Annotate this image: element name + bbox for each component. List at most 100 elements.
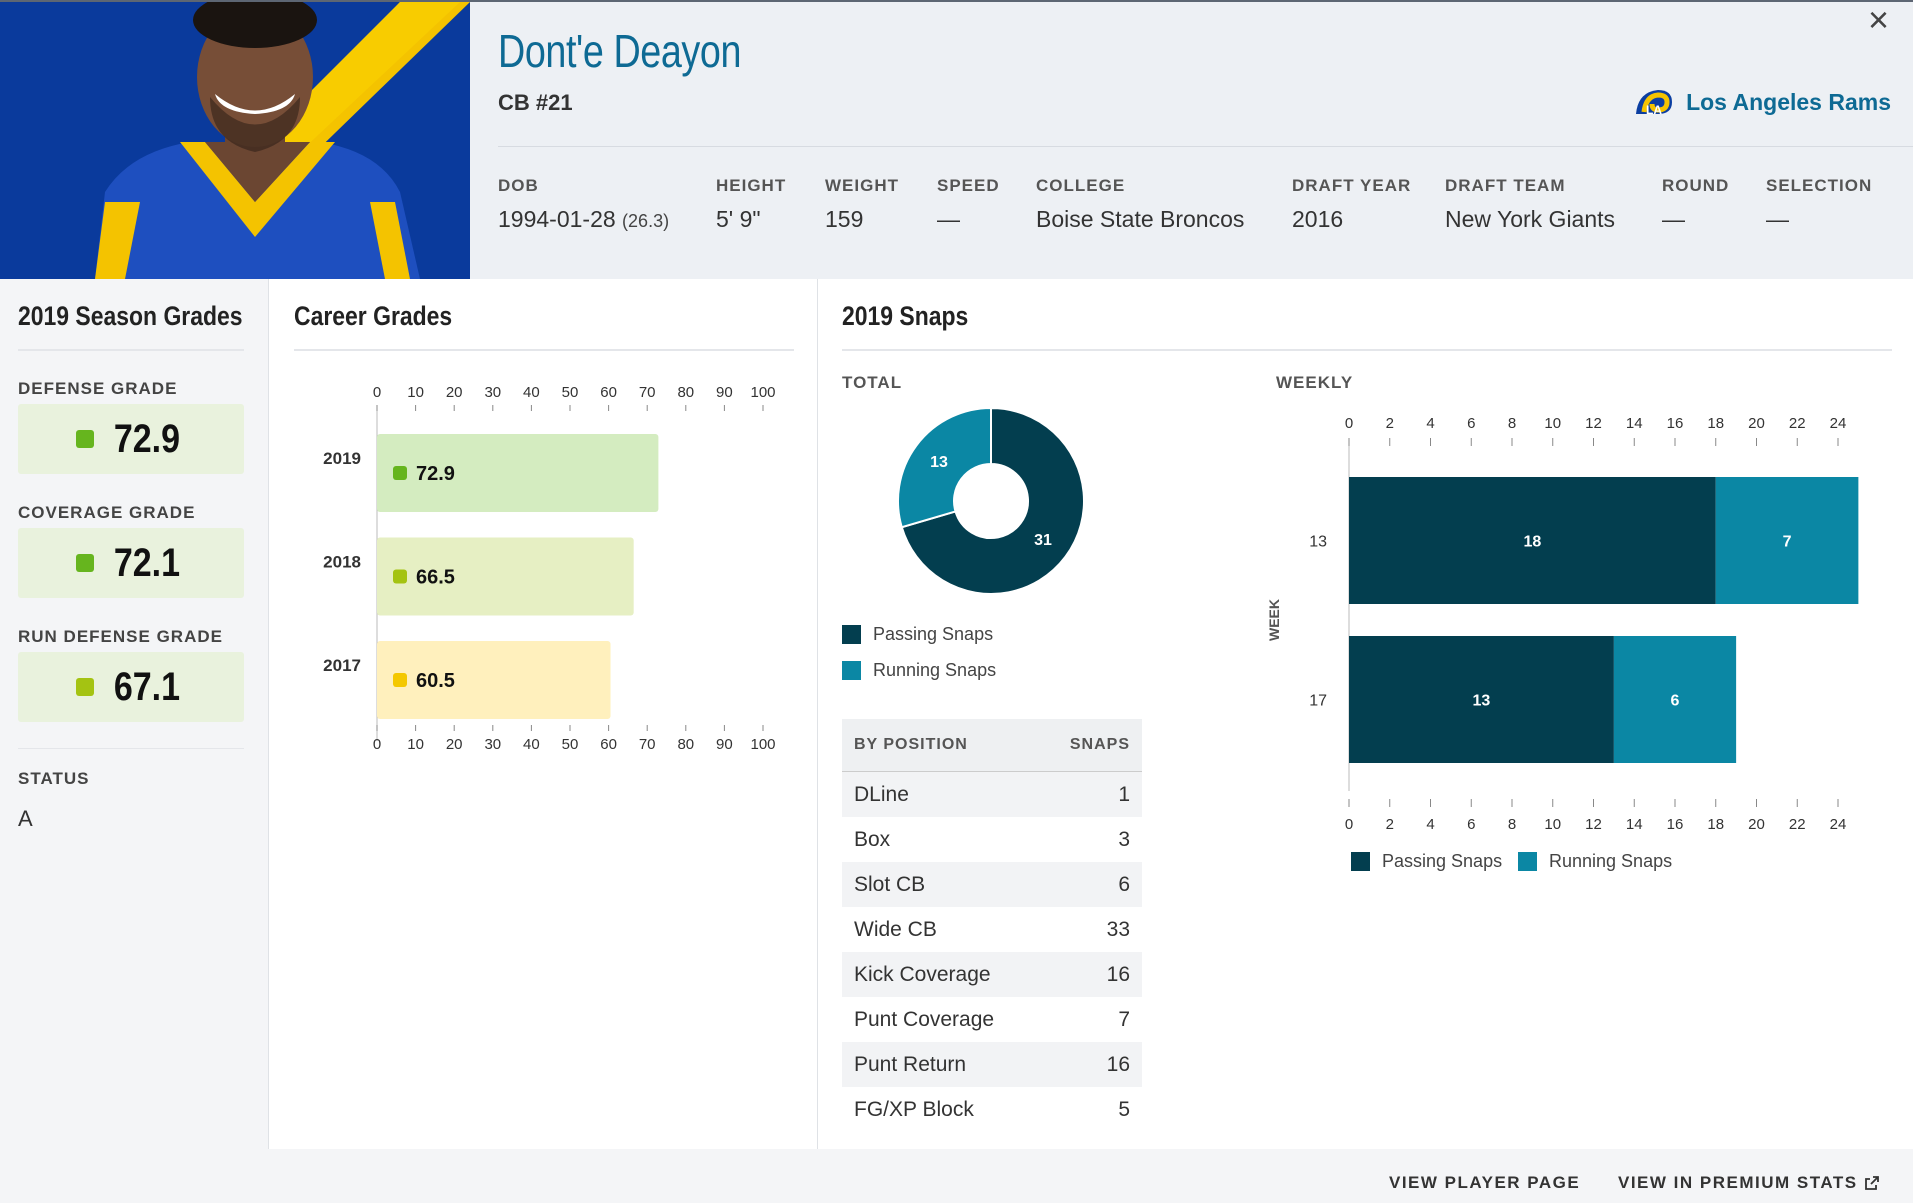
- season-grades-panel: 2019 Season Grades DEFENSE GRADE 72.9 CO…: [0, 279, 269, 1149]
- table-header: BY POSITION SNAPS: [842, 719, 1142, 772]
- row-position: FG/XP Block: [854, 1097, 974, 1121]
- y-category-label: 2017: [323, 656, 361, 675]
- career-grades-panel: Career Grades 0 0 10 10 20 20 30 30 40 40 50 50 60 60…: [269, 279, 818, 1149]
- x-tick-label-top: 22: [1789, 415, 1806, 432]
- x-tick-label-top: 20: [1748, 415, 1765, 432]
- y-category-label: 2018: [323, 553, 361, 572]
- divider: [18, 349, 244, 351]
- x-tick-label-bottom: 12: [1585, 816, 1602, 833]
- row-snaps: 16: [1106, 962, 1130, 986]
- table-row: Punt Return 16: [842, 1042, 1142, 1087]
- x-tick-label-top: 2: [1386, 415, 1394, 432]
- speed-value: —: [937, 206, 960, 232]
- weekly-bar-segment: [1613, 636, 1737, 763]
- grade-dot-icon: [76, 554, 95, 572]
- table-row: Wide CB 33: [842, 907, 1142, 952]
- bar-value-label: 18: [1523, 534, 1541, 551]
- row-position: Punt Return: [854, 1052, 967, 1076]
- x-tick-label-bottom: 0: [373, 736, 381, 753]
- player-header: Dont'e Deayon CB #21 LA Los Angeles Rams…: [0, 0, 1913, 279]
- row-snaps: 5: [1118, 1097, 1130, 1121]
- x-tick-label-bottom: 30: [484, 736, 501, 753]
- x-tick-label-top: 40: [523, 384, 540, 401]
- speed-label: SPEED: [937, 176, 1000, 195]
- x-tick-label-bottom: 24: [1830, 816, 1847, 833]
- x-tick-label-top: 90: [716, 384, 733, 401]
- table-row: Punt Coverage 7: [842, 997, 1142, 1042]
- x-tick-label-bottom: 80: [677, 736, 694, 753]
- donut-value-label: 13: [930, 454, 948, 471]
- y-axis-label: WEEK: [1266, 599, 1282, 641]
- legend-label: Running Snaps: [1549, 851, 1673, 871]
- x-tick-label-top: 6: [1467, 415, 1475, 432]
- x-tick-label-bottom: 2: [1386, 816, 1394, 833]
- x-tick-label-top: 30: [484, 384, 501, 401]
- x-tick-label-bottom: 40: [523, 736, 540, 753]
- x-tick-label-top: 20: [446, 384, 463, 401]
- draft-year-label: DRAFT YEAR: [1292, 176, 1412, 195]
- legend-swatch: [842, 661, 861, 680]
- legend-swatch: [1518, 852, 1537, 871]
- donut-value-label: 31: [1034, 532, 1052, 549]
- grade-dot-icon: [76, 430, 95, 448]
- weekly-bar-segment: [1349, 477, 1716, 604]
- weekly-snaps-chart: 0022446688101012121414161618182020222224…: [1266, 415, 1859, 833]
- grade-dot-icon: [76, 678, 95, 696]
- x-tick-label-bottom: 60: [600, 736, 617, 753]
- x-tick-label-top: 60: [600, 384, 617, 401]
- view-player-page-link[interactable]: VIEW PLAYER PAGE: [1389, 1173, 1581, 1192]
- season-grades-title: 2019 Season Grades: [18, 301, 243, 331]
- legend-swatch: [842, 625, 861, 644]
- weekly-bar-segment: [1349, 636, 1614, 763]
- defense-grade-label: DEFENSE GRADE: [18, 379, 178, 398]
- grade-dot-icon: [393, 673, 407, 687]
- bar-value-label: 7: [1783, 534, 1792, 551]
- divider: [842, 349, 1892, 351]
- run-defense-grade-label: RUN DEFENSE GRADE: [18, 627, 223, 646]
- x-tick-label-bottom: 90: [716, 736, 733, 753]
- coverage-grade-box: 72.1: [18, 528, 244, 598]
- dob-label: DOB: [498, 176, 539, 195]
- view-premium-stats-link[interactable]: VIEW IN PREMIUM STATS: [1618, 1173, 1880, 1193]
- draft-year-value: 2016: [1292, 206, 1344, 232]
- y-category-label: 17: [1309, 693, 1327, 710]
- bio-draft-team: DRAFT TEAM New York Giants: [1445, 176, 1615, 233]
- bio-speed: SPEED —: [937, 176, 1000, 233]
- career-grades-title: Career Grades: [294, 301, 453, 331]
- row-position: Kick Coverage: [854, 962, 991, 986]
- x-tick-label-bottom: 0: [1345, 816, 1353, 833]
- y-category-label: 2019: [323, 449, 361, 468]
- player-name: Dont'e Deayon: [498, 25, 742, 77]
- weekly-bar-segment: [1715, 477, 1859, 604]
- x-tick-label-top: 10: [407, 384, 424, 401]
- row-position: Punt Coverage: [854, 1007, 995, 1031]
- legend-label: Passing Snaps: [873, 624, 994, 644]
- x-tick-label-bottom: 6: [1467, 816, 1475, 833]
- bar-value-label: 66.5: [416, 567, 455, 589]
- x-tick-label-bottom: 16: [1667, 816, 1684, 833]
- legend-swatch: [1351, 852, 1370, 871]
- row-snaps: 33: [1106, 917, 1130, 941]
- defense-grade-value: 72.9: [113, 416, 181, 461]
- selection-value: —: [1766, 206, 1789, 232]
- bio-height: HEIGHT 5' 9": [716, 176, 786, 233]
- table-row: Kick Coverage 16: [842, 952, 1142, 997]
- header-position: BY POSITION: [854, 736, 968, 753]
- x-tick-label-bottom: 20: [1748, 816, 1765, 833]
- player-position: CB #21: [498, 90, 573, 115]
- coverage-grade-value: 72.1: [113, 540, 181, 585]
- close-icon[interactable]: ×: [1867, 0, 1889, 40]
- bio-round: ROUND —: [1662, 176, 1729, 233]
- draft-team-value: New York Giants: [1445, 206, 1616, 232]
- row-snaps: 3: [1118, 827, 1130, 851]
- donut-slice: [897, 409, 992, 529]
- x-tick-label-top: 10: [1544, 415, 1561, 432]
- team-link[interactable]: LA Los Angeles Rams: [1632, 86, 1891, 118]
- height-label: HEIGHT: [716, 176, 787, 195]
- run-defense-grade-value: 67.1: [113, 664, 181, 709]
- weight-value: 159: [825, 206, 864, 232]
- x-tick-label-bottom: 4: [1426, 816, 1434, 833]
- x-tick-label-top: 16: [1667, 415, 1684, 432]
- divider: [18, 748, 244, 749]
- defense-grade-box: 72.9: [18, 404, 244, 474]
